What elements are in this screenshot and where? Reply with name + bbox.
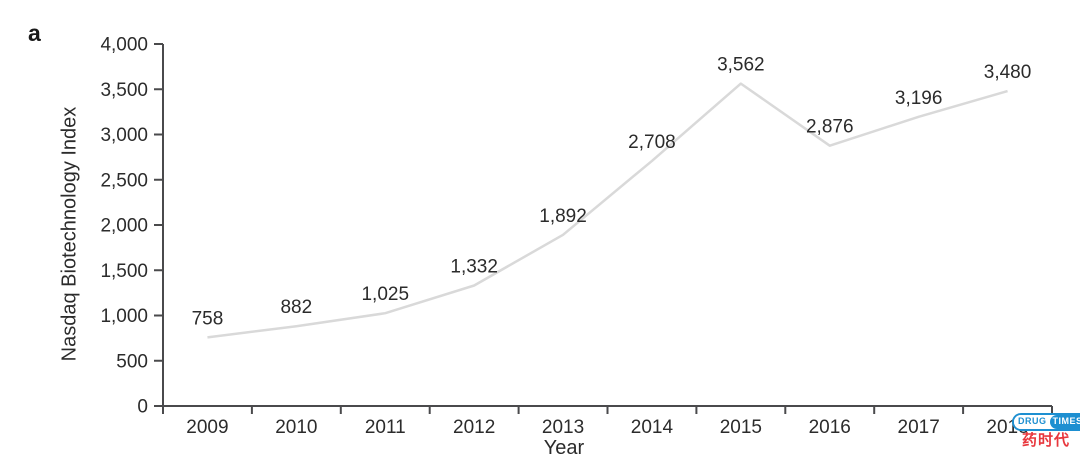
svg-text:2010: 2010: [275, 417, 317, 438]
svg-text:3,196: 3,196: [895, 88, 943, 109]
svg-text:2016: 2016: [809, 417, 851, 438]
svg-text:500: 500: [116, 351, 148, 372]
x-axis-title: Year: [543, 437, 585, 459]
svg-text:0: 0: [137, 397, 148, 418]
svg-text:2,708: 2,708: [628, 132, 676, 153]
panel-label: a: [28, 20, 41, 46]
svg-text:2017: 2017: [898, 417, 940, 438]
svg-text:3,000: 3,000: [100, 125, 148, 146]
svg-text:3,480: 3,480: [984, 62, 1032, 83]
drugtimes-logo-times-text: TIMES: [1049, 415, 1080, 429]
drugtimes-logo-chinese-text: 药时代: [1021, 432, 1070, 449]
drugtimes-logo-pill: DRUG TIMES: [1012, 413, 1080, 431]
data-labels: 758 882 1,025 1,332 1,892 2,708 3,562 2,876 3,19…: [192, 55, 1032, 330]
svg-text:758: 758: [192, 308, 224, 329]
svg-text:2012: 2012: [453, 417, 495, 438]
svg-text:2,500: 2,500: [100, 170, 148, 191]
svg-text:1,500: 1,500: [100, 261, 148, 282]
svg-text:1,892: 1,892: [539, 206, 587, 227]
svg-text:2009: 2009: [186, 417, 228, 438]
x-axis: 2009 2010 2011 2012 2013 2014 2015 2016 2017 2018: [162, 406, 1053, 438]
svg-text:2,000: 2,000: [100, 216, 148, 237]
y-axis: 0 500 1,000 1,500 2,000 2,500 3,000 3,500 4,000: [100, 35, 163, 418]
svg-text:2015: 2015: [720, 417, 762, 438]
svg-text:3,562: 3,562: [717, 55, 765, 76]
svg-text:882: 882: [280, 297, 312, 318]
svg-text:1,000: 1,000: [100, 306, 148, 327]
drugtimes-logo: DRUG TIMES 药时代: [1012, 412, 1080, 448]
svg-text:2011: 2011: [365, 417, 406, 438]
svg-text:2,876: 2,876: [806, 117, 854, 138]
svg-text:3,500: 3,500: [100, 80, 148, 101]
svg-text:4,000: 4,000: [100, 35, 148, 56]
svg-text:1,025: 1,025: [361, 284, 409, 305]
svg-text:2013: 2013: [542, 417, 584, 438]
data-line: [207, 82, 1008, 339]
drugtimes-logo-drug-text: DRUG: [1014, 415, 1050, 429]
svg-text:1,332: 1,332: [450, 257, 498, 278]
svg-text:2014: 2014: [631, 417, 674, 438]
